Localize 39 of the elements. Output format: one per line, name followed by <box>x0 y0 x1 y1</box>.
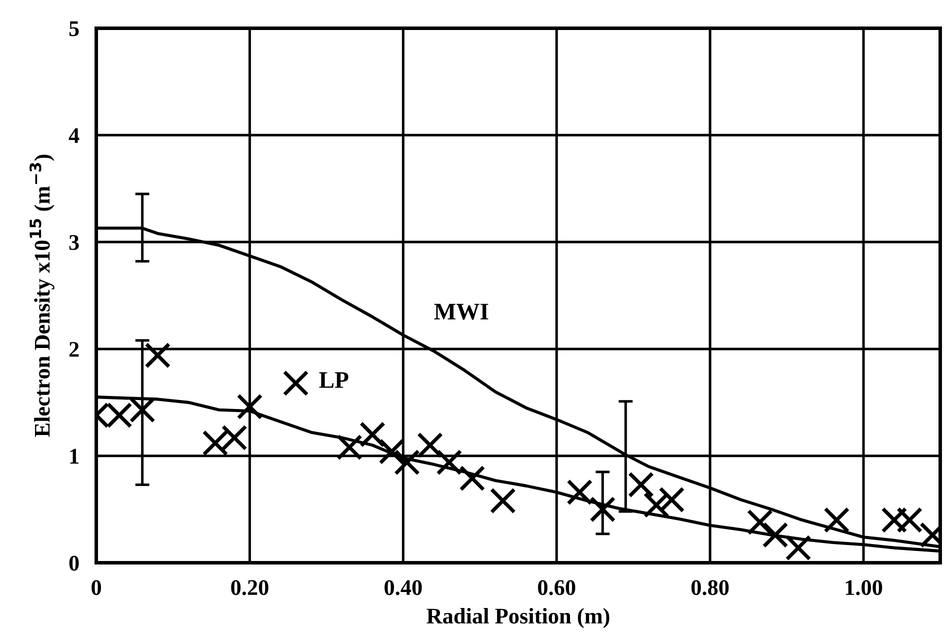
point <box>236 394 263 420</box>
point <box>282 370 309 396</box>
point <box>436 449 462 476</box>
point <box>785 534 812 561</box>
y-tick-label: 3 <box>69 235 79 250</box>
x-tick-label: 0.60 <box>538 580 576 596</box>
point <box>824 507 850 534</box>
y-tick-label: 0 <box>69 556 79 571</box>
point <box>490 488 516 514</box>
point <box>566 479 593 506</box>
point <box>336 434 362 460</box>
point <box>658 486 685 513</box>
x-tick-label: 1.00 <box>846 580 882 596</box>
point <box>762 522 788 548</box>
y-tick-label: 4 <box>68 128 80 143</box>
point <box>896 507 923 534</box>
series-label: LP <box>319 372 348 388</box>
point <box>459 465 486 492</box>
x-tick-label: 0.80 <box>691 580 729 596</box>
point <box>417 432 444 458</box>
point <box>144 342 171 368</box>
x-tick-label: 0 <box>92 580 101 596</box>
x-tick-label: 0.40 <box>384 580 422 596</box>
x-tick-label: 0.20 <box>231 580 268 596</box>
y-axis-title: Electron Density x10$^{15}$ (m$^{−3}$) <box>30 154 54 437</box>
y-tick-label: 5 <box>69 21 79 36</box>
point <box>221 424 248 451</box>
point <box>628 472 654 498</box>
y-tick-label: 1 <box>70 448 78 464</box>
point <box>881 507 908 534</box>
y-tick-label: 2 <box>69 342 79 357</box>
point <box>643 492 670 518</box>
point <box>746 509 773 536</box>
point <box>359 421 386 448</box>
x-axis-title: Radial Position (m) <box>426 608 610 628</box>
point <box>394 449 420 476</box>
series-label: MWI <box>434 304 488 320</box>
point <box>590 496 616 522</box>
point <box>202 430 228 456</box>
